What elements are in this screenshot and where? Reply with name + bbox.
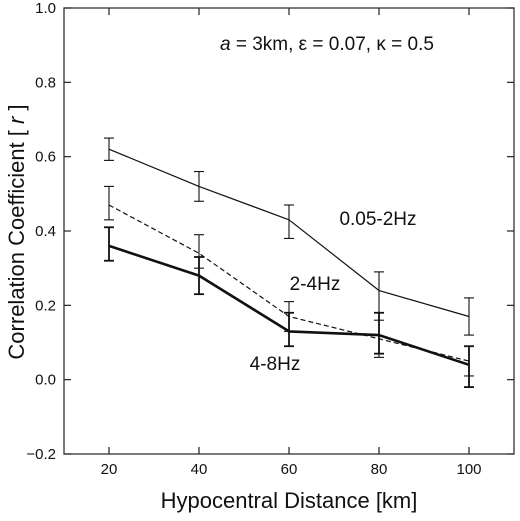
x-tick-label-3: 80 [371, 461, 388, 478]
series-label-4-8Hz: 4-8Hz [250, 354, 301, 375]
y-tick-label-5: 0.8 [35, 74, 56, 91]
y-axis-title-prefix: Correlation Coefficient [ [4, 124, 29, 360]
x-tick-label-2: 60 [281, 461, 298, 478]
y-axis-title: Correlation Coefficient [ r ] [4, 104, 29, 359]
y-tick-label-2: 0.2 [35, 297, 56, 314]
y-axis-title-suffix: ] [4, 104, 29, 116]
y-tick-label-0: −0.2 [26, 446, 56, 463]
x-tick-label-1: 40 [191, 461, 208, 478]
axis-ticks: −0.2 0.0 0.2 0.4 0.6 0.8 1.0 20 40 60 80 100 [26, 0, 514, 478]
annotation-a-var: a [220, 34, 231, 55]
x-tick-label-0: 20 [101, 461, 118, 478]
x-axis-title: Hypocentral Distance [km] [161, 488, 418, 513]
y-tick-label-3: 0.4 [35, 223, 56, 240]
label-layer: 0.05-2Hz 2-4Hz 4-8Hz [250, 209, 417, 375]
x-tick-label-4: 100 [456, 461, 481, 478]
annotation-params: = 3km, ε = 0.07, κ = 0.5 [231, 34, 434, 55]
y-tick-label-4: 0.6 [35, 149, 56, 166]
y-axis-title-var: r [4, 115, 29, 124]
y-tick-label-1: 0.0 [35, 372, 56, 389]
y-tick-label-6: 1.0 [35, 0, 56, 17]
series-layer [104, 137, 474, 389]
parameter-annotation: a = 3km, ε = 0.07, κ = 0.5 [220, 34, 434, 55]
series-label-0.05-2Hz: 0.05-2Hz [339, 209, 416, 230]
series-label-2-4Hz: 2-4Hz [290, 274, 341, 295]
